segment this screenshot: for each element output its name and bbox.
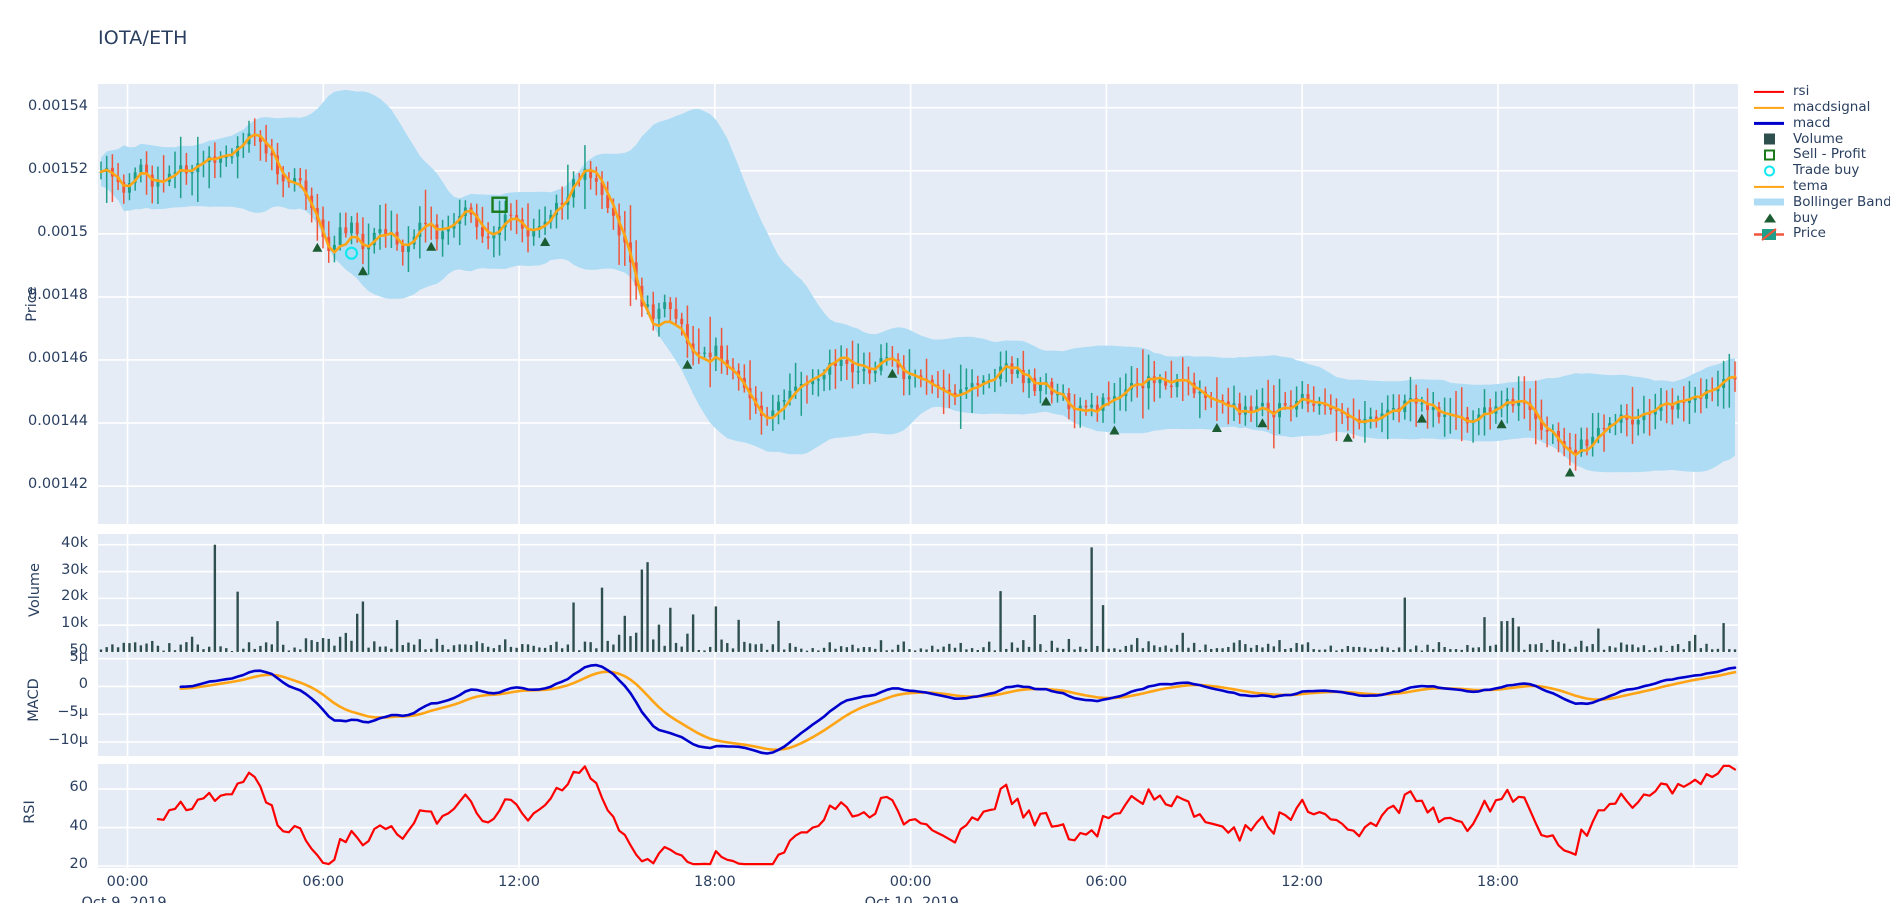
macd-panel	[98, 652, 1738, 756]
legend-candlestick-icon	[1752, 227, 1786, 242]
x-tick: 00:00	[889, 874, 932, 890]
legend-label: macd	[1793, 114, 1831, 131]
square-marker-icon	[1764, 133, 1775, 145]
candlestick-marker-icon	[1754, 227, 1784, 241]
y-tick: 0.00142	[28, 476, 88, 493]
legend-label: tema	[1793, 177, 1829, 194]
y-tick: 0.00152	[28, 160, 88, 177]
x-tick: 18:00	[693, 874, 736, 890]
legend-label: buy	[1793, 209, 1819, 226]
legend-line-swatch-icon	[1752, 100, 1786, 115]
legend-item-trade-buy[interactable]: Trade buy	[1752, 163, 1890, 179]
legend-item-sell-profit[interactable]: Sell - Profit	[1752, 147, 1890, 163]
line-swatch-icon	[1754, 185, 1784, 188]
legend-triangle-icon	[1752, 211, 1786, 226]
legend-item-volume[interactable]: Volume	[1752, 131, 1890, 147]
legend-label: Trade buy	[1793, 162, 1860, 179]
legend-band-swatch-icon	[1752, 195, 1786, 210]
line-swatch-icon	[1754, 90, 1784, 93]
legend-item-buy[interactable]: buy	[1752, 210, 1890, 226]
x-tick: 00:00	[106, 874, 149, 890]
legend-line-swatch-icon	[1752, 179, 1786, 194]
y-tick: 50	[69, 641, 88, 658]
x-date-label: Oct 9, 2019	[81, 895, 167, 903]
line-swatch-icon	[1754, 122, 1784, 125]
y-tick: 0.00144	[28, 413, 88, 430]
y-tick: −10μ	[48, 732, 88, 749]
y-tick: 60	[69, 779, 88, 796]
legend-label: Volume	[1793, 130, 1844, 147]
open-circle-marker-icon	[1764, 165, 1775, 177]
legend-item-macdsignal[interactable]: macdsignal	[1752, 100, 1890, 116]
legend-item-bollinger-band[interactable]: Bollinger Band	[1752, 195, 1890, 211]
y-tick: −5μ	[57, 704, 88, 721]
y-tick: 40k	[61, 534, 88, 551]
y-tick: 5μ	[69, 648, 88, 665]
legend-label: Price	[1793, 225, 1826, 242]
y-tick: 30k	[61, 561, 88, 578]
y-tick: 40	[69, 817, 88, 834]
legend-square-swatch-icon	[1752, 132, 1786, 147]
legend-item-rsi[interactable]: rsi	[1752, 84, 1890, 100]
band-swatch-icon	[1754, 198, 1784, 206]
y-tick: 0.00146	[28, 349, 88, 366]
legend-item-macd[interactable]: macd	[1752, 116, 1890, 132]
legend-label: Sell - Profit	[1793, 146, 1867, 163]
rsi-panel	[98, 764, 1738, 868]
legend-line-swatch-icon	[1752, 116, 1786, 131]
price-panel	[98, 84, 1738, 524]
x-tick: 06:00	[302, 874, 345, 890]
y-tick: 0.00148	[28, 286, 88, 303]
legend-item-tema[interactable]: tema	[1752, 179, 1890, 195]
legend-line-swatch-icon	[1752, 84, 1786, 99]
x-tick: 12:00	[1281, 874, 1324, 890]
legend-label: rsi	[1793, 83, 1810, 100]
y-tick: 20k	[61, 588, 88, 605]
x-tick: 06:00	[1085, 874, 1128, 890]
x-tick: 12:00	[498, 874, 540, 890]
y-tick: 10k	[61, 615, 88, 632]
open-square-marker-icon	[1764, 149, 1775, 161]
chart-title: IOTA/ETH	[98, 27, 188, 49]
y-tick: 20	[69, 856, 88, 873]
legend-label: macdsignal	[1793, 98, 1871, 115]
x-date-label: Oct 10, 2019	[864, 895, 959, 903]
legend-label: Bollinger Band	[1793, 193, 1890, 210]
x-tick: 18:00	[1477, 874, 1519, 890]
legend: rsi macdsignal macd Volume Sell - Profit Trad…	[1752, 84, 1890, 242]
legend-open-circle-icon	[1752, 163, 1786, 178]
line-swatch-icon	[1754, 106, 1784, 109]
legend-open-square-icon	[1752, 148, 1786, 163]
price-axis-label: Price	[24, 286, 40, 322]
triangle-up-marker-icon	[1764, 213, 1776, 223]
volume-panel	[98, 534, 1738, 652]
y-tick: 0	[78, 676, 88, 693]
legend-item-price[interactable]: Price	[1752, 226, 1890, 242]
y-tick: 0.0015	[37, 223, 88, 240]
y-tick: 0.00154	[28, 97, 88, 114]
